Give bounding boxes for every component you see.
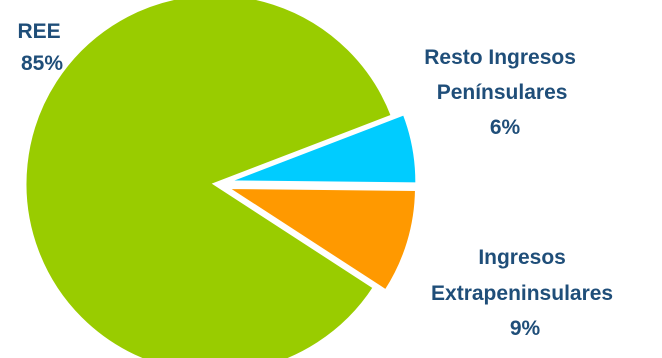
ingresos-percent-text: 9% bbox=[510, 317, 541, 340]
ree-percent-text: 85% bbox=[21, 52, 63, 75]
pie-slice-ingresos-extrapeninsulares bbox=[221, 185, 418, 294]
ingresos-name-line2: Extrapeninsulares bbox=[431, 282, 613, 305]
slice-label-ingresos: Ingresos Extrapeninsulares 9% bbox=[431, 246, 619, 340]
pie-slices bbox=[23, 0, 419, 358]
pie-slice-ree bbox=[23, 0, 395, 358]
resto-name-line1: Resto Ingresos bbox=[424, 46, 576, 69]
slice-label-resto: Resto Ingresos Penínsulares 6% bbox=[424, 46, 582, 139]
slice-label-ree: REE 85% bbox=[17, 20, 66, 75]
ingresos-name-line1: Ingresos bbox=[478, 246, 566, 269]
ree-name-text: REE bbox=[17, 20, 60, 43]
resto-percent-text: 6% bbox=[490, 116, 521, 139]
pie-slice-resto-ingresos-peninsulares bbox=[226, 111, 419, 186]
resto-name-line2: Penínsulares bbox=[437, 81, 568, 104]
